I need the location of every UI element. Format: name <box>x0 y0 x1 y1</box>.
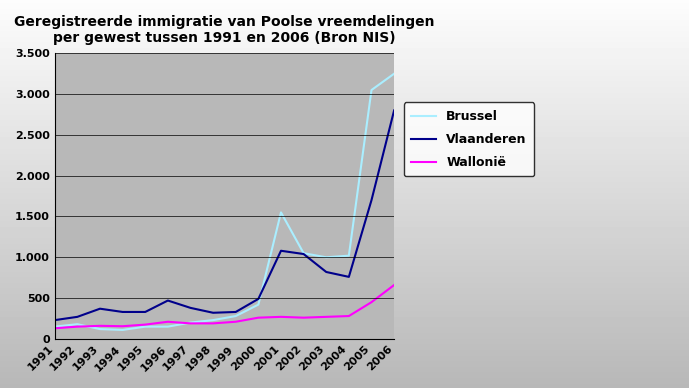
Brussel <box>232 314 240 319</box>
Brussel <box>186 320 194 325</box>
Wallonië <box>73 324 81 329</box>
Brussel <box>73 322 81 327</box>
Wallonië <box>344 314 353 319</box>
Wallonië <box>141 322 150 327</box>
Line: Vlaanderen: Vlaanderen <box>54 111 394 320</box>
Brussel <box>50 324 59 329</box>
Line: Wallonië: Wallonië <box>54 285 394 328</box>
Brussel <box>254 302 263 307</box>
Brussel <box>367 88 376 92</box>
Wallonië <box>50 326 59 331</box>
Vlaanderen <box>186 305 194 310</box>
Vlaanderen <box>50 318 59 322</box>
Brussel <box>96 327 104 331</box>
Brussel <box>322 255 330 260</box>
Brussel <box>300 251 308 256</box>
Wallonië <box>119 324 127 329</box>
Vlaanderen <box>141 310 150 314</box>
Vlaanderen <box>367 198 376 203</box>
Vlaanderen <box>344 275 353 279</box>
Vlaanderen <box>209 310 217 315</box>
Wallonië <box>300 315 308 320</box>
Wallonië <box>322 315 330 319</box>
Wallonië <box>232 319 240 324</box>
Vlaanderen <box>390 108 398 113</box>
Wallonië <box>209 321 217 326</box>
Vlaanderen <box>73 315 81 319</box>
Wallonië <box>367 300 376 305</box>
Vlaanderen <box>164 298 172 303</box>
Brussel <box>209 318 217 322</box>
Brussel <box>141 324 150 329</box>
Vlaanderen <box>322 270 330 274</box>
Vlaanderen <box>232 310 240 314</box>
Wallonië <box>96 324 104 328</box>
Vlaanderen <box>96 307 104 311</box>
Wallonië <box>254 315 263 320</box>
Brussel <box>277 210 285 215</box>
Vlaanderen <box>254 296 263 301</box>
Brussel <box>164 324 172 329</box>
Vlaanderen <box>300 252 308 256</box>
Brussel <box>390 71 398 76</box>
Vlaanderen <box>277 248 285 253</box>
Wallonië <box>390 283 398 288</box>
Wallonië <box>164 319 172 324</box>
Title: Geregistreerde immigratie van Poolse vreemdelingen
per gewest tussen 1991 en 200: Geregistreerde immigratie van Poolse vre… <box>14 15 435 45</box>
Vlaanderen <box>119 310 127 314</box>
Line: Brussel: Brussel <box>54 74 394 330</box>
Wallonië <box>277 315 285 319</box>
Legend: Brussel, Vlaanderen, Wallonië: Brussel, Vlaanderen, Wallonië <box>404 102 534 177</box>
Brussel <box>344 253 353 258</box>
Wallonië <box>186 321 194 326</box>
Brussel <box>119 327 127 332</box>
